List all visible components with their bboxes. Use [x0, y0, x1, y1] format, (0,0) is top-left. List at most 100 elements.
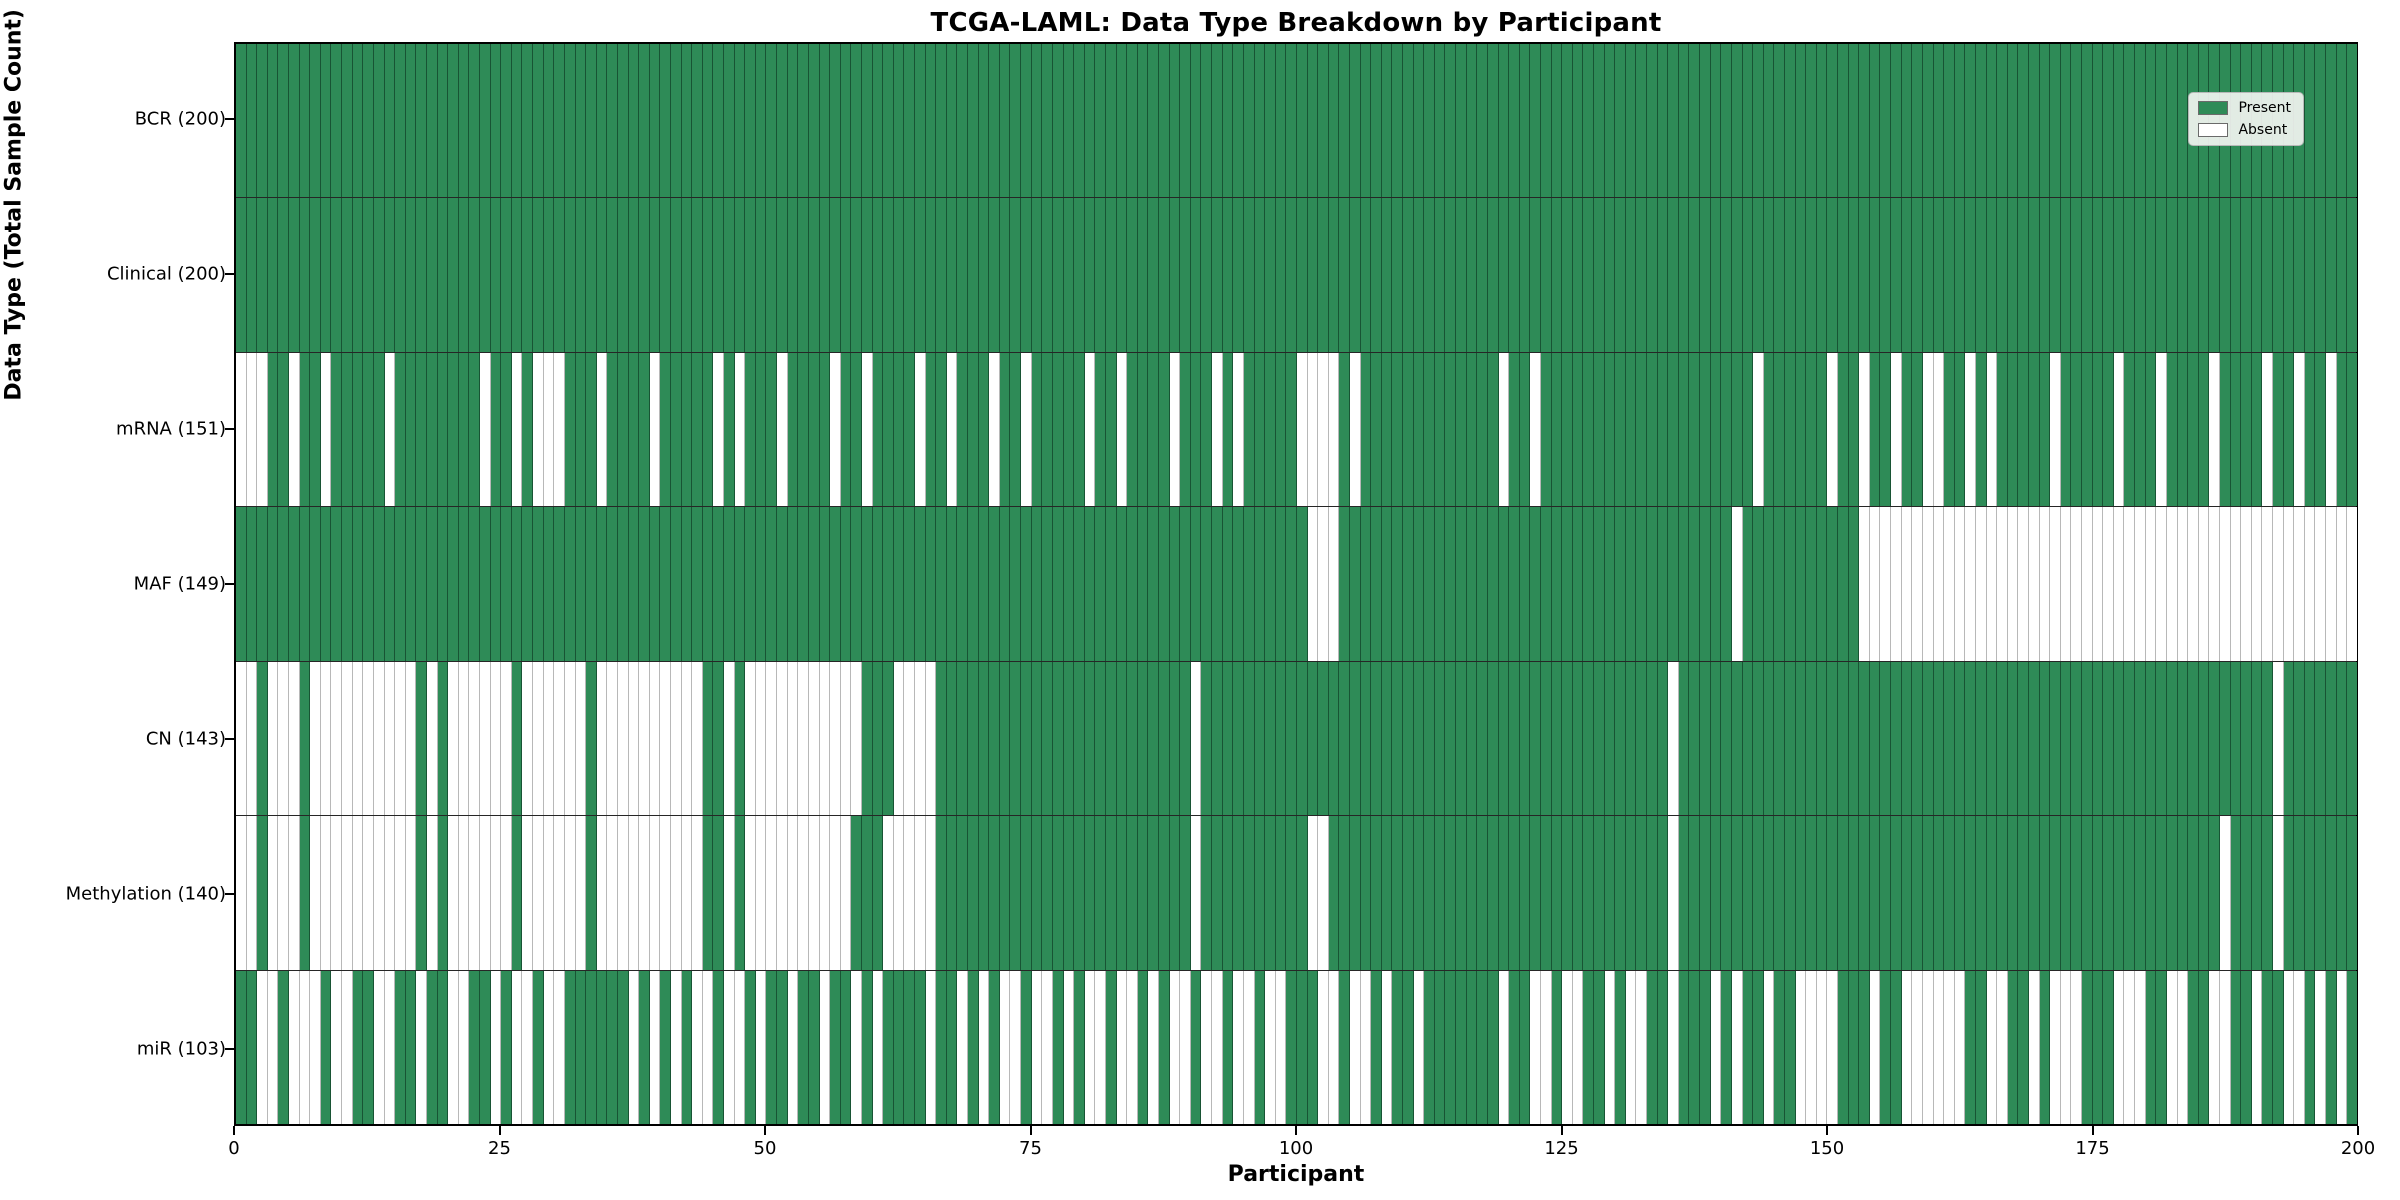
heatmap-cell — [681, 661, 693, 816]
heatmap-cell — [840, 352, 852, 507]
heatmap-cell — [1349, 44, 1361, 198]
heatmap-cell — [1997, 816, 2008, 970]
heatmap-cell — [1997, 970, 2008, 1124]
heatmap-cell — [1678, 44, 1690, 198]
heatmap-cell — [1424, 661, 1435, 816]
heatmap-cell — [1784, 44, 1796, 198]
heatmap-cell — [1859, 661, 1870, 816]
heatmap-cell — [575, 198, 587, 352]
heatmap-cell — [1466, 198, 1478, 352]
heatmap-cell — [437, 816, 449, 970]
heatmap-cell — [352, 661, 364, 816]
heatmap-cell — [724, 507, 735, 661]
heatmap-cell — [1583, 507, 1594, 661]
heatmap-cell — [437, 198, 449, 352]
heatmap-cell — [851, 352, 862, 507]
heatmap-cell — [1371, 352, 1382, 507]
heatmap-cell — [1456, 198, 1467, 352]
heatmap-cell — [904, 352, 915, 507]
heatmap-cell — [1944, 661, 1955, 816]
heatmap-row-CN — [236, 661, 2357, 817]
heatmap-cell — [2103, 507, 2114, 661]
heatmap-cell — [978, 352, 990, 507]
heatmap-cell — [787, 970, 799, 1124]
heatmap-cell — [766, 507, 778, 661]
heatmap-cell — [2273, 970, 2284, 1124]
heatmap-cell — [2294, 970, 2305, 1124]
heatmap-cell — [1233, 352, 1244, 507]
heatmap-cell — [1074, 816, 1085, 970]
heatmap-cell — [798, 816, 809, 970]
heatmap-cell — [660, 44, 671, 198]
heatmap-cell — [373, 198, 385, 352]
heatmap-cell — [1360, 816, 1372, 970]
heatmap-cell — [246, 352, 258, 507]
chart-title: TCGA-LAML: Data Type Breakdown by Partic… — [930, 8, 1662, 38]
heatmap-cell — [840, 198, 852, 352]
heatmap-cell — [1296, 970, 1308, 1124]
heatmap-cell — [1084, 816, 1096, 970]
heatmap-cell — [915, 198, 926, 352]
heatmap-cell — [1381, 352, 1393, 507]
heatmap-cell — [511, 970, 523, 1124]
heatmap-cell — [1859, 198, 1870, 352]
heatmap-cell — [1116, 816, 1128, 970]
heatmap-cell — [2166, 970, 2178, 1124]
heatmap-cell — [1392, 507, 1404, 661]
heatmap-cell — [660, 507, 671, 661]
heatmap-cell — [501, 661, 512, 816]
heatmap-cell — [310, 970, 321, 1124]
heatmap-cell — [1838, 970, 1849, 1124]
heatmap-cell — [575, 352, 587, 507]
heatmap-cell — [426, 198, 438, 352]
heatmap-cell — [575, 44, 587, 198]
heatmap-cell — [236, 44, 247, 198]
heatmap-cell — [543, 352, 555, 507]
heatmap-cell — [2326, 352, 2337, 507]
heatmap-cell — [554, 44, 565, 198]
heatmap-cell — [851, 970, 862, 1124]
heatmap-cell — [1954, 352, 1966, 507]
heatmap-cell — [1710, 44, 1722, 198]
heatmap-cell — [511, 198, 523, 352]
heatmap-cell — [2304, 44, 2316, 198]
heatmap-cell — [1307, 44, 1319, 198]
heatmap-cell — [299, 661, 311, 816]
heatmap-cell — [437, 970, 449, 1124]
heatmap-cell — [2018, 970, 2029, 1124]
heatmap-cell — [1562, 198, 1573, 352]
heatmap-cell — [2188, 816, 2199, 970]
heatmap-cell — [1265, 816, 1276, 970]
heatmap-cell — [1339, 352, 1350, 507]
heatmap-cell — [1095, 352, 1106, 507]
heatmap-cell — [1127, 507, 1138, 661]
heatmap-cell — [1318, 816, 1329, 970]
heatmap-cell — [1731, 970, 1743, 1124]
heatmap-cell — [1572, 816, 1584, 970]
heatmap-cell — [692, 198, 703, 352]
heatmap-cell — [724, 661, 735, 816]
heatmap-cell — [490, 352, 502, 507]
heatmap-cell — [639, 198, 650, 352]
heatmap-cell — [1201, 198, 1213, 352]
heatmap-cell — [1869, 661, 1881, 816]
heatmap-cell — [1424, 44, 1435, 198]
heatmap-cell — [1519, 44, 1531, 198]
heatmap-cell — [692, 816, 703, 970]
heatmap-cell — [469, 352, 481, 507]
heatmap-cell — [257, 352, 268, 507]
legend-item-absent: Absent — [2198, 122, 2291, 138]
heatmap-cell — [469, 507, 481, 661]
heatmap-cell — [1349, 816, 1361, 970]
heatmap-cell — [1318, 507, 1329, 661]
heatmap-cell — [1105, 816, 1117, 970]
heatmap-cell — [1922, 352, 1934, 507]
heatmap-cell — [670, 507, 682, 661]
heatmap-cell — [511, 352, 523, 507]
heatmap-cell — [1116, 507, 1128, 661]
heatmap-cell — [2028, 44, 2040, 198]
heatmap-cell — [1296, 352, 1308, 507]
heatmap-cell — [1286, 352, 1297, 507]
heatmap-cell — [777, 816, 788, 970]
heatmap-cell — [2326, 970, 2337, 1124]
